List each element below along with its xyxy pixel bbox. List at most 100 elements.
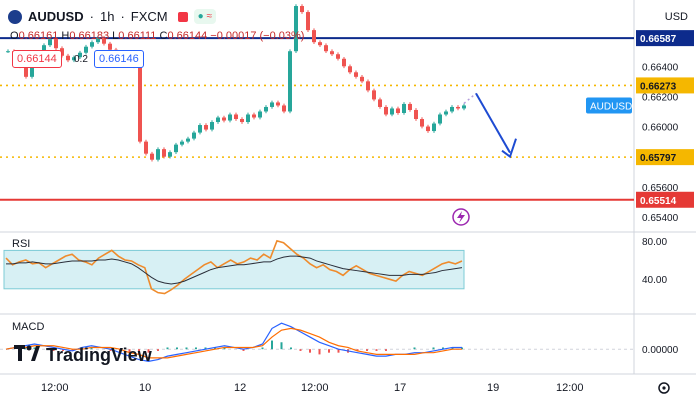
wave-icon: ≈: [206, 11, 213, 22]
candle-body: [222, 117, 226, 121]
candle-body: [432, 123, 436, 132]
indicator-status-pill[interactable]: ● ≈: [193, 9, 217, 24]
projection-arrow-head: [501, 138, 517, 159]
candle-body: [96, 37, 100, 43]
candle-body: [366, 81, 370, 91]
change-value: −0.00017 (−0.03%): [210, 30, 305, 42]
level-tag-label: 0.65797: [640, 153, 677, 164]
interval-label[interactable]: 1h: [99, 9, 115, 24]
symbol-price-tag: [586, 97, 632, 114]
candle-body: [228, 114, 232, 121]
watermark-text: TradingView: [46, 345, 152, 365]
candle-body: [444, 111, 448, 115]
candle-body: [300, 6, 304, 13]
level-tag: [636, 149, 694, 166]
candle-body: [336, 54, 340, 59]
candle-body: [384, 106, 388, 115]
symbol-label[interactable]: AUDUSD: [28, 9, 84, 24]
low-value: 0.66111: [118, 30, 157, 42]
candle-body: [390, 108, 394, 115]
candle-body: [348, 66, 352, 73]
sell-price-box[interactable]: 0.66144: [12, 50, 62, 68]
candle-body: [72, 57, 76, 61]
candle-body: [354, 72, 358, 77]
high-value: 0.66183: [69, 30, 110, 42]
event-lightning-icon: [452, 208, 470, 226]
symbol-price-tag-label: AUDUSD: [590, 101, 632, 112]
close-value: 0.66144: [167, 30, 208, 42]
projection-dotted: [463, 92, 477, 104]
close-label: C: [159, 30, 168, 42]
candle-body: [324, 45, 328, 52]
dot-icon: ●: [197, 11, 204, 22]
time-tick-label: 10: [139, 382, 151, 394]
candle-body: [276, 102, 280, 106]
candle-body: [342, 58, 346, 67]
rsi-band: [3, 249, 465, 290]
candle-body: [294, 6, 298, 52]
candle-body: [6, 51, 10, 53]
candle-body: [264, 106, 268, 112]
price-tick-label: 0.65400: [642, 213, 679, 224]
event-lightning-bolt: [457, 211, 465, 223]
candle-body: [168, 152, 172, 157]
ohlc-readout: O0.66161 H0.66183 L0.66111 C0.66144 −0.0…: [10, 30, 304, 42]
buy-price-box[interactable]: 0.66146: [94, 50, 144, 68]
exchange-label: FXCM: [130, 9, 168, 24]
level-tag: [636, 30, 694, 47]
candle-body: [180, 141, 184, 145]
candle-body: [360, 76, 364, 82]
time-tick-label: 19: [487, 382, 499, 394]
projection-arrow-shaft: [475, 92, 511, 154]
level-tag: [636, 191, 694, 208]
candle-body: [456, 106, 460, 109]
macd-label: MACD: [12, 321, 45, 333]
high-label: H: [61, 30, 70, 42]
candle-body: [24, 66, 28, 77]
candle-body: [378, 99, 382, 107]
candle-body: [462, 105, 466, 109]
header-separator: ·: [89, 9, 94, 24]
spread-value: 0.2: [74, 54, 88, 65]
candle-body: [150, 153, 154, 160]
candle-body: [60, 48, 64, 56]
candle-body: [438, 114, 442, 124]
candle-body: [414, 109, 418, 120]
currency-flag-icon: [8, 9, 22, 24]
price-tick-label: 0.65600: [642, 183, 679, 194]
price-tick-label: 0.66400: [642, 62, 679, 73]
candle-body: [282, 105, 286, 112]
candle-body: [192, 132, 196, 139]
candle-body: [204, 125, 208, 130]
settings-gear-icon[interactable]: [658, 382, 670, 394]
candle-body: [54, 39, 58, 49]
candle-body: [258, 111, 262, 118]
open-value: 0.66161: [18, 30, 59, 42]
header-separator-2: ·: [120, 9, 125, 24]
tv-mark-icon: [14, 344, 40, 367]
candle-body: [234, 114, 238, 120]
candle-body: [156, 149, 160, 160]
tradingview-logo: TradingView: [14, 344, 152, 367]
candle-body: [372, 90, 376, 100]
level-tag-label: 0.66273: [640, 81, 677, 92]
price-tick-label: 0.66000: [642, 123, 679, 134]
candle-body: [312, 30, 316, 43]
currency-label[interactable]: USD: [664, 11, 688, 23]
rsi-tick-label: 80.00: [642, 237, 667, 248]
rsi-tick-label: 40.00: [642, 275, 667, 286]
candle-body: [450, 106, 454, 112]
low-label: L: [112, 30, 119, 42]
time-tick-label: 17: [394, 382, 406, 394]
time-tick-label: 12:00: [556, 382, 584, 394]
candle-body: [240, 119, 244, 123]
rsi-label: RSI: [12, 238, 31, 250]
candle-body: [90, 42, 94, 47]
candle-body: [78, 52, 82, 58]
candle-body: [138, 66, 142, 142]
candle-body: [246, 114, 250, 123]
time-tick-label: 12:00: [41, 382, 69, 394]
candle-body: [270, 102, 274, 107]
candle-body: [402, 103, 406, 113]
candle-body: [66, 55, 70, 61]
